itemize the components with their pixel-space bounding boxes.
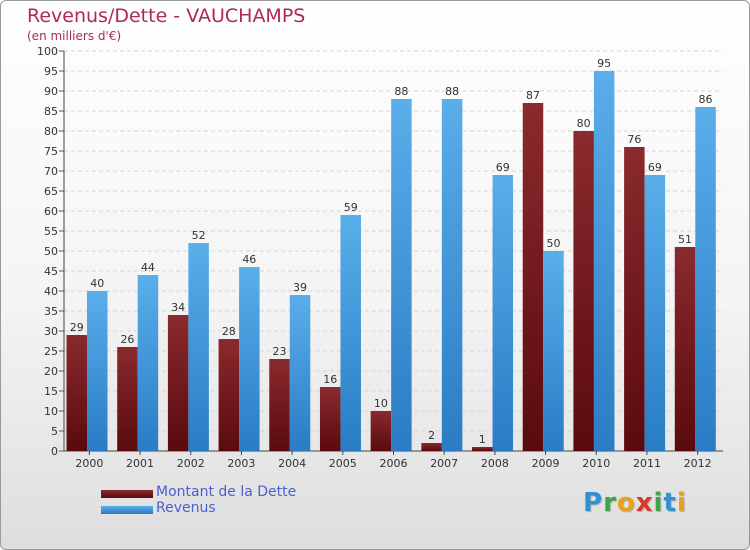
x-tick-label: 2006	[380, 457, 408, 470]
y-tick-label: 10	[44, 405, 58, 418]
legend: Montant de la Dette Revenus	[101, 484, 361, 518]
bar-label-dette: 29	[70, 321, 84, 334]
bar-label-dette: 80	[577, 117, 591, 130]
y-tick-label: 40	[44, 285, 58, 298]
legend-item-revenus: Revenus	[101, 500, 361, 518]
bar-revenus	[593, 71, 615, 451]
bar-dette	[674, 247, 696, 451]
x-tick-label: 2000	[75, 457, 103, 470]
x-tick-label: 2010	[582, 457, 610, 470]
bar-revenus	[87, 291, 108, 451]
bar-dette	[117, 347, 138, 451]
bar-label-dette: 16	[323, 373, 337, 386]
bar-label-revenus: 44	[141, 261, 155, 274]
bar-label-revenus: 46	[242, 253, 256, 266]
y-tick-label: 85	[44, 105, 58, 118]
y-tick-label: 60	[44, 205, 58, 218]
bar-label-dette: 28	[222, 325, 236, 338]
bar-label-dette: 51	[678, 233, 692, 246]
bar-dette	[370, 411, 392, 451]
y-tick-label: 5	[51, 425, 58, 438]
bar-label-dette: 76	[627, 133, 641, 146]
bar-label-revenus: 88	[394, 85, 408, 98]
bar-label-revenus: 69	[648, 161, 662, 174]
y-tick-label: 45	[44, 265, 58, 278]
x-tick-label: 2009	[532, 457, 560, 470]
bar-label-revenus: 88	[445, 85, 459, 98]
bar-label-dette: 34	[171, 301, 185, 314]
x-tick-label: 2004	[278, 457, 306, 470]
x-tick-label: 2012	[684, 457, 712, 470]
bar-revenus	[137, 275, 159, 451]
y-tick-label: 100	[37, 45, 58, 58]
y-tick-label: 65	[44, 185, 58, 198]
bar-revenus	[289, 295, 311, 451]
bar-revenus	[188, 243, 209, 451]
bar-dette	[624, 147, 645, 451]
x-tick-label: 2003	[227, 457, 255, 470]
x-tick-label: 2002	[177, 457, 205, 470]
bar-label-revenus: 95	[597, 57, 611, 70]
y-tick-label: 35	[44, 305, 58, 318]
legend-swatch-revenus	[101, 506, 153, 514]
bar-label-dette: 2	[428, 429, 435, 442]
bar-dette	[319, 387, 341, 451]
y-tick-label: 15	[44, 385, 58, 398]
bar-revenus	[391, 99, 412, 451]
y-tick-label: 80	[44, 125, 58, 138]
bar-dette	[269, 359, 290, 451]
bar-label-revenus: 40	[90, 277, 104, 290]
bar-revenus	[492, 175, 514, 451]
y-tick-label: 70	[44, 165, 58, 178]
bar-dette	[472, 447, 493, 451]
bar-dette	[522, 103, 544, 451]
bar-revenus	[644, 175, 666, 451]
legend-swatch-dette	[101, 490, 153, 498]
bar-label-revenus: 86	[699, 93, 713, 106]
bar-label-dette: 10	[374, 397, 388, 410]
y-tick-label: 55	[44, 225, 58, 238]
bar-label-revenus: 69	[496, 161, 510, 174]
chart-title: Revenus/Dette - VAUCHAMPS	[27, 5, 306, 27]
bar-dette	[218, 339, 240, 451]
bar-label-revenus: 59	[344, 201, 358, 214]
bar-label-revenus: 50	[546, 237, 560, 250]
legend-item-dette: Montant de la Dette	[101, 484, 361, 502]
bar-label-dette: 87	[526, 89, 540, 102]
bar-label-revenus: 52	[192, 229, 206, 242]
bar-label-dette: 23	[273, 345, 287, 358]
bar-revenus	[695, 107, 716, 451]
y-tick-label: 25	[44, 345, 58, 358]
x-tick-label: 2008	[481, 457, 509, 470]
chart-subtitle: (en milliers d'€)	[27, 29, 122, 43]
bar-label-dette: 26	[120, 333, 134, 346]
y-tick-label: 0	[51, 445, 58, 458]
y-tick-label: 20	[44, 365, 58, 378]
y-tick-label: 90	[44, 85, 58, 98]
x-tick-label: 2007	[430, 457, 458, 470]
x-tick-label: 2001	[126, 457, 154, 470]
x-tick-label: 2005	[329, 457, 357, 470]
bar-revenus	[543, 251, 564, 451]
bar-dette	[167, 315, 189, 451]
y-tick-label: 75	[44, 145, 58, 158]
bar-label-revenus: 39	[293, 281, 307, 294]
bar-dette	[573, 131, 594, 451]
bar-label-dette: 1	[479, 433, 486, 446]
y-tick-label: 50	[44, 245, 58, 258]
bar-dette	[66, 335, 87, 451]
y-tick-label: 30	[44, 325, 58, 338]
bar-revenus	[340, 215, 361, 451]
bar-revenus	[441, 99, 463, 451]
y-tick-label: 95	[44, 65, 58, 78]
proxiti-logo: Proxiti	[583, 488, 687, 518]
bar-dette	[421, 443, 442, 451]
x-tick-label: 2011	[633, 457, 661, 470]
legend-label-dette: Montant de la Dette	[156, 484, 297, 500]
legend-label-revenus: Revenus	[156, 500, 216, 516]
bar-revenus	[239, 267, 260, 451]
